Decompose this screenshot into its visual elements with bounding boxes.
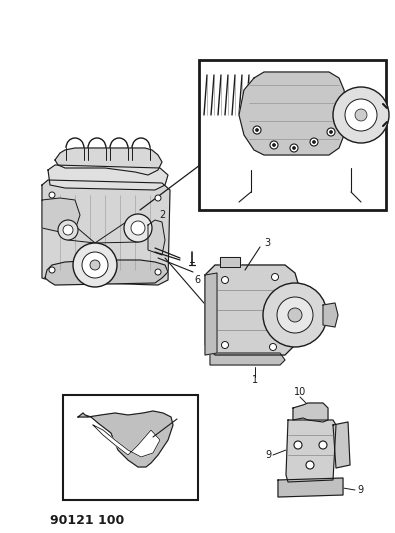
Bar [199, 60, 386, 210]
Circle shape [49, 192, 55, 198]
Text: 3: 3 [264, 238, 270, 248]
Polygon shape [323, 303, 338, 327]
Circle shape [269, 343, 276, 351]
Text: 6: 6 [194, 275, 200, 285]
Circle shape [155, 195, 161, 201]
Polygon shape [239, 72, 347, 155]
Circle shape [58, 220, 78, 240]
Circle shape [222, 342, 228, 349]
Circle shape [82, 252, 108, 278]
Polygon shape [55, 148, 162, 175]
Polygon shape [48, 165, 168, 190]
Circle shape [345, 99, 377, 131]
Circle shape [333, 87, 389, 143]
Circle shape [288, 308, 302, 322]
Circle shape [155, 269, 161, 275]
Text: 8: 8 [364, 195, 370, 205]
Polygon shape [210, 353, 285, 365]
Circle shape [355, 109, 367, 121]
Text: 5: 5 [178, 408, 184, 418]
Polygon shape [205, 273, 217, 355]
Circle shape [310, 138, 318, 146]
Circle shape [73, 243, 117, 287]
Text: 9: 9 [357, 485, 363, 495]
Text: 1: 1 [252, 375, 258, 385]
Circle shape [312, 141, 316, 143]
Polygon shape [293, 403, 328, 422]
Polygon shape [148, 220, 165, 255]
Text: 7: 7 [234, 195, 240, 205]
Polygon shape [286, 420, 336, 482]
Polygon shape [220, 257, 240, 267]
Circle shape [253, 126, 261, 134]
Circle shape [290, 144, 298, 152]
Polygon shape [205, 265, 300, 355]
Polygon shape [333, 422, 350, 468]
Text: 10: 10 [294, 387, 306, 397]
Circle shape [271, 273, 278, 280]
Text: 9: 9 [265, 450, 271, 460]
Circle shape [293, 147, 295, 149]
Circle shape [131, 221, 145, 235]
Text: 90121 100: 90121 100 [50, 513, 124, 527]
Polygon shape [45, 260, 168, 285]
Bar [63, 395, 198, 500]
Circle shape [263, 283, 327, 347]
Circle shape [294, 441, 302, 449]
Polygon shape [278, 478, 343, 497]
Circle shape [277, 297, 313, 333]
Circle shape [124, 214, 152, 242]
Text: 2: 2 [159, 210, 165, 220]
Polygon shape [42, 198, 80, 232]
Circle shape [270, 141, 278, 149]
Circle shape [222, 277, 228, 284]
Polygon shape [93, 425, 160, 457]
Circle shape [273, 143, 275, 147]
Circle shape [329, 131, 333, 133]
Circle shape [327, 128, 335, 136]
Circle shape [90, 260, 100, 270]
Circle shape [319, 441, 327, 449]
Circle shape [306, 461, 314, 469]
Circle shape [63, 225, 73, 235]
Circle shape [49, 267, 55, 273]
Text: 2.2 LITER ENG.: 2.2 LITER ENG. [92, 479, 167, 488]
Circle shape [256, 128, 258, 132]
Polygon shape [78, 411, 173, 467]
Polygon shape [42, 180, 170, 285]
